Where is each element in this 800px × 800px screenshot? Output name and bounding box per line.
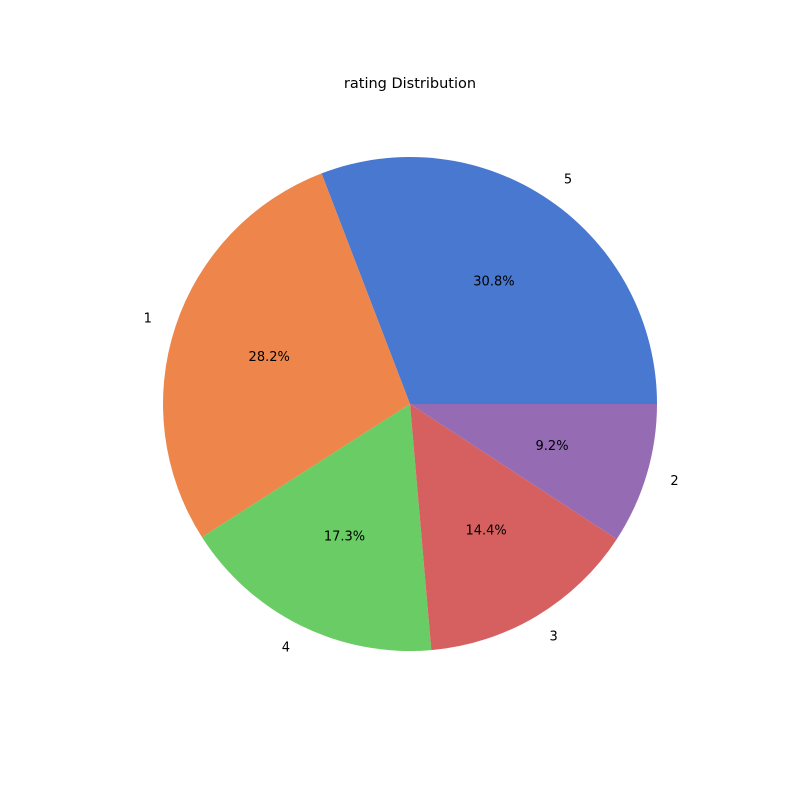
pie-slice-2 [410, 404, 657, 540]
pie-slice-1 [162, 173, 410, 538]
slice-label-1: 1 [144, 312, 152, 327]
slice-percent-5: 30.8% [473, 274, 514, 289]
slice-label-5: 5 [564, 173, 572, 188]
slice-label-3: 3 [550, 630, 558, 645]
pie-slice-4 [201, 404, 432, 651]
slice-percent-2: 9.2% [536, 439, 569, 454]
slice-label-4: 4 [282, 640, 290, 655]
pie-labels: 5 30.8% 1 28.2% 4 17.3% 3 14.4% 2 9.2% [144, 173, 679, 656]
pie-slice-5 [321, 157, 657, 404]
slice-label-2: 2 [670, 474, 678, 489]
pie-slices [162, 157, 657, 651]
slice-percent-3: 14.4% [465, 524, 506, 539]
slice-percent-4: 17.3% [324, 529, 365, 544]
slice-percent-1: 28.2% [249, 350, 290, 365]
chart-title: rating Distribution [344, 76, 476, 92]
pie-slice-3 [410, 404, 617, 651]
